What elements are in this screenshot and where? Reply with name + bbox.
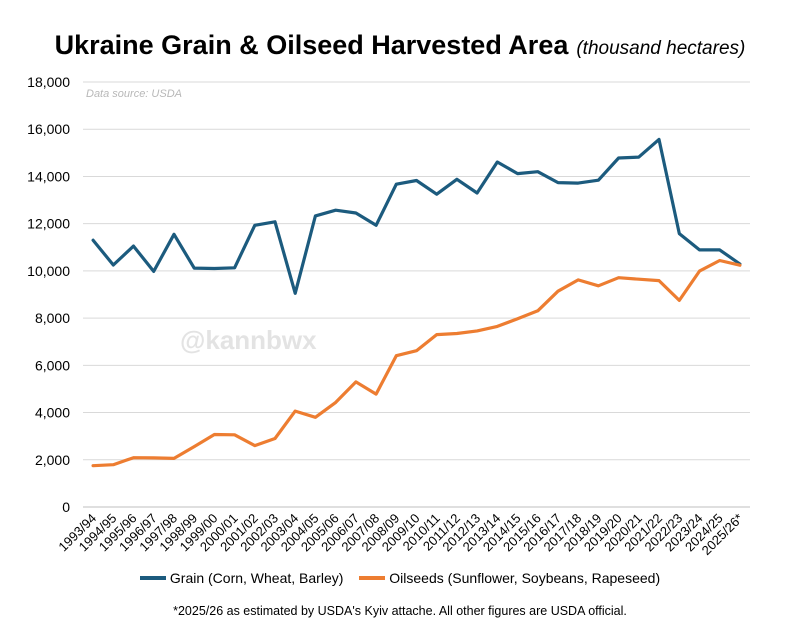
data-point (132, 244, 135, 248)
data-point (718, 259, 721, 262)
data-point (334, 208, 338, 212)
y-tick-label: 0 (62, 499, 70, 515)
y-tick-label: 8,000 (35, 310, 70, 326)
data-point (213, 433, 216, 436)
data-point (516, 317, 519, 321)
series-line-grain (91, 137, 742, 295)
data-point (233, 433, 236, 437)
data-point (617, 156, 620, 160)
data-point (192, 266, 196, 270)
data-point (475, 329, 479, 333)
legend-label-grain: Grain (Corn, Wheat, Barley) (169, 570, 344, 586)
data-point (374, 392, 378, 396)
data-point (657, 138, 661, 141)
watermark: @kannbwx (180, 325, 317, 355)
data-point (657, 279, 661, 282)
data-point (273, 220, 277, 224)
data-point (152, 270, 155, 273)
data-source-note: Data source: USDA (86, 88, 182, 100)
y-tick-label: 18,000 (27, 74, 70, 90)
y-tick-label: 2,000 (35, 452, 70, 468)
data-point (112, 263, 115, 267)
data-point (475, 191, 479, 195)
data-point (192, 445, 196, 448)
legend-label-oilseeds: Oilseeds (Sunflower, Soybeans, Rapeseed) (389, 570, 661, 586)
data-point (496, 160, 499, 164)
data-point (435, 192, 439, 196)
data-point (738, 263, 742, 267)
data-point (718, 248, 721, 252)
legend-item-oilseeds: Oilseeds (Sunflower, Soybeans, Rapeseed) (359, 570, 660, 586)
y-tick-label: 16,000 (27, 121, 70, 137)
data-point (395, 182, 398, 186)
data-point (678, 232, 681, 235)
series-line-oilseeds (91, 258, 742, 468)
data-point (556, 289, 560, 293)
data-point (172, 233, 176, 236)
y-tick-label: 6,000 (35, 357, 70, 373)
data-point (698, 248, 701, 252)
legend-swatch-grain (139, 576, 166, 581)
data-point (617, 276, 620, 280)
data-point (354, 211, 358, 215)
data-point (678, 299, 681, 302)
chart-title-units: (thousand hectares) (576, 38, 746, 59)
data-point (293, 409, 297, 413)
legend: Grain (Corn, Wheat, Barley) Oilseeds (Su… (0, 570, 800, 586)
data-point (637, 277, 641, 281)
data-point (576, 181, 580, 185)
gridlines (83, 81, 750, 508)
data-point (172, 457, 176, 460)
data-point (132, 456, 135, 460)
data-point (395, 354, 398, 358)
footnote: *2025/26 as estimated by USDA's Kyiv att… (173, 604, 627, 618)
y-axis-ticks: 0 2,000 4,000 6,000 8,000 10,000 12,000 14,000 1… (27, 74, 70, 515)
data-point (91, 464, 95, 468)
data-point (576, 278, 580, 282)
data-point (597, 284, 600, 288)
y-tick-label: 12,000 (27, 216, 70, 232)
x-axis-ticks: 1993/941994/951995/961996/971997/981998/… (55, 511, 746, 558)
data-point (637, 155, 641, 159)
data-point (455, 332, 459, 335)
chart-title: Ukraine Grain & Oilseed Harvested Area (t… (0, 30, 800, 61)
data-point (253, 444, 257, 447)
data-point (253, 224, 257, 227)
data-point (314, 416, 317, 419)
data-point (698, 269, 701, 273)
data-point (435, 333, 439, 336)
data-point (415, 179, 418, 182)
data-point (496, 325, 499, 328)
y-tick-label: 14,000 (27, 168, 70, 184)
data-point (91, 238, 95, 242)
data-point (536, 309, 540, 313)
data-point (273, 437, 277, 440)
data-point (556, 181, 560, 184)
chart-title-main: Ukraine Grain & Oilseed Harvested Area (54, 30, 569, 60)
y-tick-label: 10,000 (27, 263, 70, 279)
y-tick-label: 4,000 (35, 405, 70, 421)
data-point (455, 178, 459, 181)
data-point (536, 170, 540, 173)
data-point (374, 224, 378, 227)
data-point (112, 463, 115, 467)
legend-swatch-oilseeds (359, 576, 386, 581)
data-point (516, 172, 519, 175)
legend-item-grain: Grain (Corn, Wheat, Barley) (139, 570, 344, 586)
data-point (334, 401, 338, 404)
data-point (293, 292, 297, 295)
data-point (233, 266, 236, 270)
data-point (152, 456, 155, 460)
data-point (597, 178, 600, 182)
data-point (314, 214, 317, 218)
data-point (213, 267, 216, 270)
data-point (415, 349, 418, 353)
series-lines (91, 137, 742, 468)
data-point (354, 380, 358, 384)
